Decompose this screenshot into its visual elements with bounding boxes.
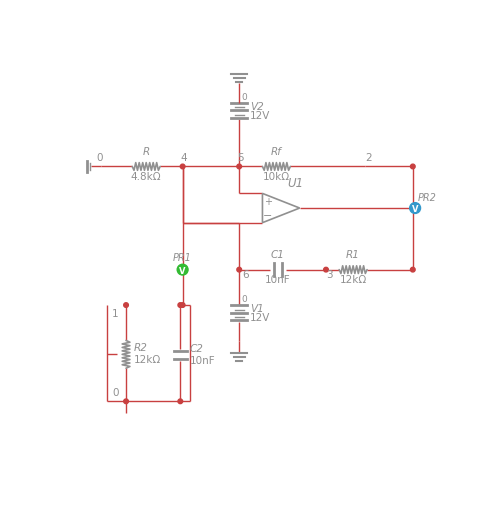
- Text: +: +: [264, 196, 272, 206]
- Text: 0: 0: [96, 153, 103, 163]
- Text: R: R: [142, 147, 150, 157]
- Text: 10nF: 10nF: [265, 274, 291, 285]
- Text: 12kΩ: 12kΩ: [134, 354, 161, 364]
- Text: 1: 1: [112, 308, 118, 318]
- Text: 3: 3: [326, 270, 333, 280]
- Text: R1: R1: [346, 250, 360, 260]
- Text: Rf: Rf: [271, 147, 282, 157]
- Text: U1: U1: [287, 177, 304, 190]
- Text: 10nF: 10nF: [190, 355, 215, 365]
- Circle shape: [410, 268, 415, 272]
- Text: 0: 0: [242, 93, 248, 101]
- Text: PR2: PR2: [418, 193, 436, 203]
- Text: C1: C1: [271, 250, 285, 260]
- Text: V: V: [180, 266, 186, 275]
- Circle shape: [237, 165, 242, 169]
- Text: V2: V2: [250, 101, 264, 111]
- Circle shape: [180, 268, 185, 272]
- Text: 4.8kΩ: 4.8kΩ: [131, 172, 162, 181]
- Text: R2: R2: [134, 343, 147, 353]
- Circle shape: [124, 399, 128, 404]
- Text: V: V: [412, 205, 418, 214]
- Text: 12V: 12V: [250, 111, 270, 121]
- Text: 10kΩ: 10kΩ: [263, 172, 290, 181]
- Circle shape: [410, 203, 420, 214]
- Circle shape: [180, 303, 185, 308]
- Text: 5: 5: [238, 153, 244, 163]
- Text: 12kΩ: 12kΩ: [340, 274, 367, 285]
- Text: 4: 4: [181, 153, 188, 163]
- Text: 6: 6: [242, 270, 248, 280]
- Circle shape: [124, 303, 128, 308]
- Circle shape: [410, 206, 415, 211]
- Text: PR1: PR1: [173, 253, 192, 263]
- Text: −: −: [263, 211, 272, 221]
- Text: V1: V1: [250, 304, 264, 314]
- Text: C2: C2: [190, 344, 203, 354]
- Circle shape: [178, 303, 182, 308]
- Text: 0: 0: [112, 387, 118, 398]
- Circle shape: [324, 268, 328, 272]
- Circle shape: [237, 268, 242, 272]
- Text: 2: 2: [366, 153, 372, 163]
- Text: 0: 0: [242, 295, 248, 303]
- Circle shape: [178, 399, 182, 404]
- Circle shape: [180, 165, 185, 169]
- Circle shape: [410, 165, 415, 169]
- Text: 12V: 12V: [250, 313, 270, 323]
- Circle shape: [177, 265, 188, 275]
